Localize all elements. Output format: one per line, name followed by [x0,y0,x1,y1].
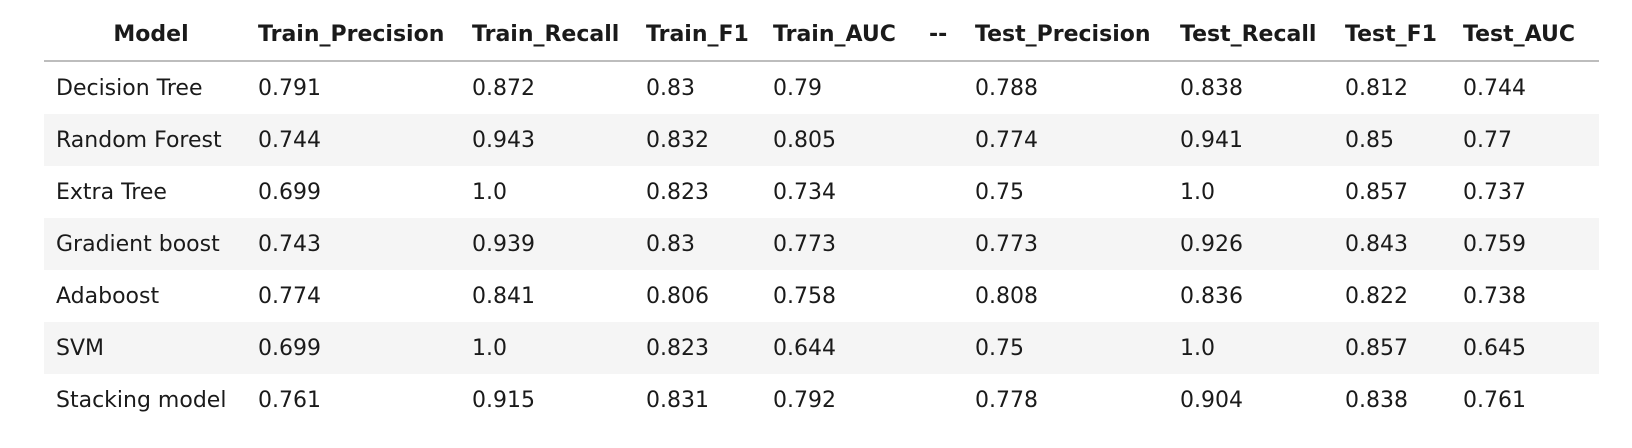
cell-test-precision: 0.788 [975,75,1038,101]
cell-separator [929,322,975,374]
table-row: Adaboost 0.774 0.841 0.806 0.758 0.808 0.836 0.… [44,270,1599,322]
table-row: Gradient boost 0.743 0.939 0.83 0.773 0.773 0.… [44,218,1599,270]
header-train-f1: Train_F1 [646,8,773,62]
cell-test-f1: 0.822 [1345,283,1408,309]
header-test-recall: Test_Recall [1180,8,1345,62]
cell-model: Gradient boost [44,218,258,270]
cell-test-f1: 0.843 [1345,218,1463,270]
header-row: Model Train_Precision Train_Recall Train… [44,8,1599,62]
cell-train-precision: 0.774 [258,283,321,309]
cell-train-f1: 0.831 [646,387,709,413]
cell-train-recall: 0.872 [472,75,535,101]
model-metrics-table: Model Train_Precision Train_Recall Train… [44,8,1599,426]
header-test-f1: Test_F1 [1345,8,1463,62]
cell-test-f1: 0.85 [1345,114,1463,166]
results-table-container: Model Train_Precision Train_Recall Train… [44,8,1599,426]
cell-model: Extra Tree [56,179,167,205]
table-row: Stacking model 0.761 0.915 0.831 0.792 0.778 0… [44,374,1599,426]
cell-train-precision: 0.744 [258,114,472,166]
cell-train-precision: 0.761 [258,387,321,413]
cell-test-auc: 0.77 [1463,114,1599,166]
header-separator: -- [929,8,975,62]
cell-test-precision: 0.75 [975,179,1024,205]
cell-train-auc: 0.805 [773,114,929,166]
cell-test-recall: 0.941 [1180,114,1345,166]
cell-train-recall: 1.0 [472,179,507,205]
cell-test-recall: 1.0 [1180,179,1215,205]
cell-train-f1: 0.823 [646,179,709,205]
cell-model: Adaboost [56,283,160,309]
cell-separator [929,166,975,218]
cell-test-f1: 0.857 [1345,322,1463,374]
header-model: Model [44,8,258,62]
cell-test-precision: 0.774 [975,114,1180,166]
cell-train-auc: 0.644 [773,322,929,374]
table-row: SVM 0.699 1.0 0.823 0.644 0.75 1.0 0.857 0.645 [44,322,1599,374]
cell-test-f1: 0.857 [1345,179,1408,205]
cell-test-precision: 0.778 [975,387,1038,413]
table-row: Decision Tree 0.791 0.872 0.83 0.79 0.788 0.83… [44,61,1599,114]
cell-model: Stacking model [56,387,227,413]
cell-test-precision: 0.773 [975,218,1180,270]
cell-train-auc: 0.79 [773,75,822,101]
cell-test-recall: 0.926 [1180,218,1345,270]
cell-test-auc: 0.645 [1463,322,1599,374]
table-body: Decision Tree 0.791 0.872 0.83 0.79 0.788 0.83… [44,61,1599,426]
cell-test-f1: 0.812 [1345,75,1408,101]
cell-train-f1: 0.83 [646,75,695,101]
cell-train-recall: 1.0 [472,322,646,374]
cell-train-f1: 0.806 [646,283,709,309]
cell-train-precision: 0.699 [258,322,472,374]
cell-train-recall: 0.943 [472,114,646,166]
cell-test-f1: 0.838 [1345,387,1408,413]
header-train-recall: Train_Recall [472,8,646,62]
cell-train-auc: 0.773 [773,218,929,270]
cell-model: SVM [44,322,258,374]
cell-separator [929,270,975,322]
cell-test-auc: 0.744 [1463,75,1526,101]
cell-test-recall: 0.836 [1180,283,1243,309]
header-test-auc: Test_AUC [1463,8,1599,62]
cell-test-auc: 0.738 [1463,283,1526,309]
cell-test-recall: 1.0 [1180,322,1345,374]
cell-train-precision: 0.743 [258,218,472,270]
cell-test-auc: 0.761 [1463,387,1526,413]
table-row: Random Forest 0.744 0.943 0.832 0.805 0.774 0.… [44,114,1599,166]
cell-model: Decision Tree [56,75,203,101]
header-train-auc: Train_AUC [773,8,929,62]
cell-separator [929,61,975,114]
cell-separator [929,374,975,426]
cell-train-auc: 0.758 [773,283,836,309]
cell-test-precision: 0.75 [975,322,1180,374]
cell-train-f1: 0.832 [646,114,773,166]
cell-train-recall: 0.841 [472,283,535,309]
table-header: Model Train_Precision Train_Recall Train… [44,8,1599,62]
cell-train-recall: 0.939 [472,218,646,270]
cell-train-precision: 0.699 [258,179,321,205]
cell-model: Random Forest [44,114,258,166]
header-train-precision: Train_Precision [258,8,472,62]
cell-train-auc: 0.734 [773,179,836,205]
cell-train-precision: 0.791 [258,75,321,101]
cell-separator [929,218,975,270]
table-row: Extra Tree 0.699 1.0 0.823 0.734 0.75 1.0 0.857… [44,166,1599,218]
cell-train-f1: 0.823 [646,322,773,374]
cell-train-recall: 0.915 [472,387,535,413]
cell-test-recall: 0.838 [1180,75,1243,101]
cell-test-auc: 0.737 [1463,179,1526,205]
cell-train-auc: 0.792 [773,387,836,413]
cell-separator [929,114,975,166]
cell-test-auc: 0.759 [1463,218,1599,270]
cell-train-f1: 0.83 [646,218,773,270]
cell-test-recall: 0.904 [1180,387,1243,413]
cell-test-precision: 0.808 [975,283,1038,309]
header-test-precision: Test_Precision [975,8,1180,62]
